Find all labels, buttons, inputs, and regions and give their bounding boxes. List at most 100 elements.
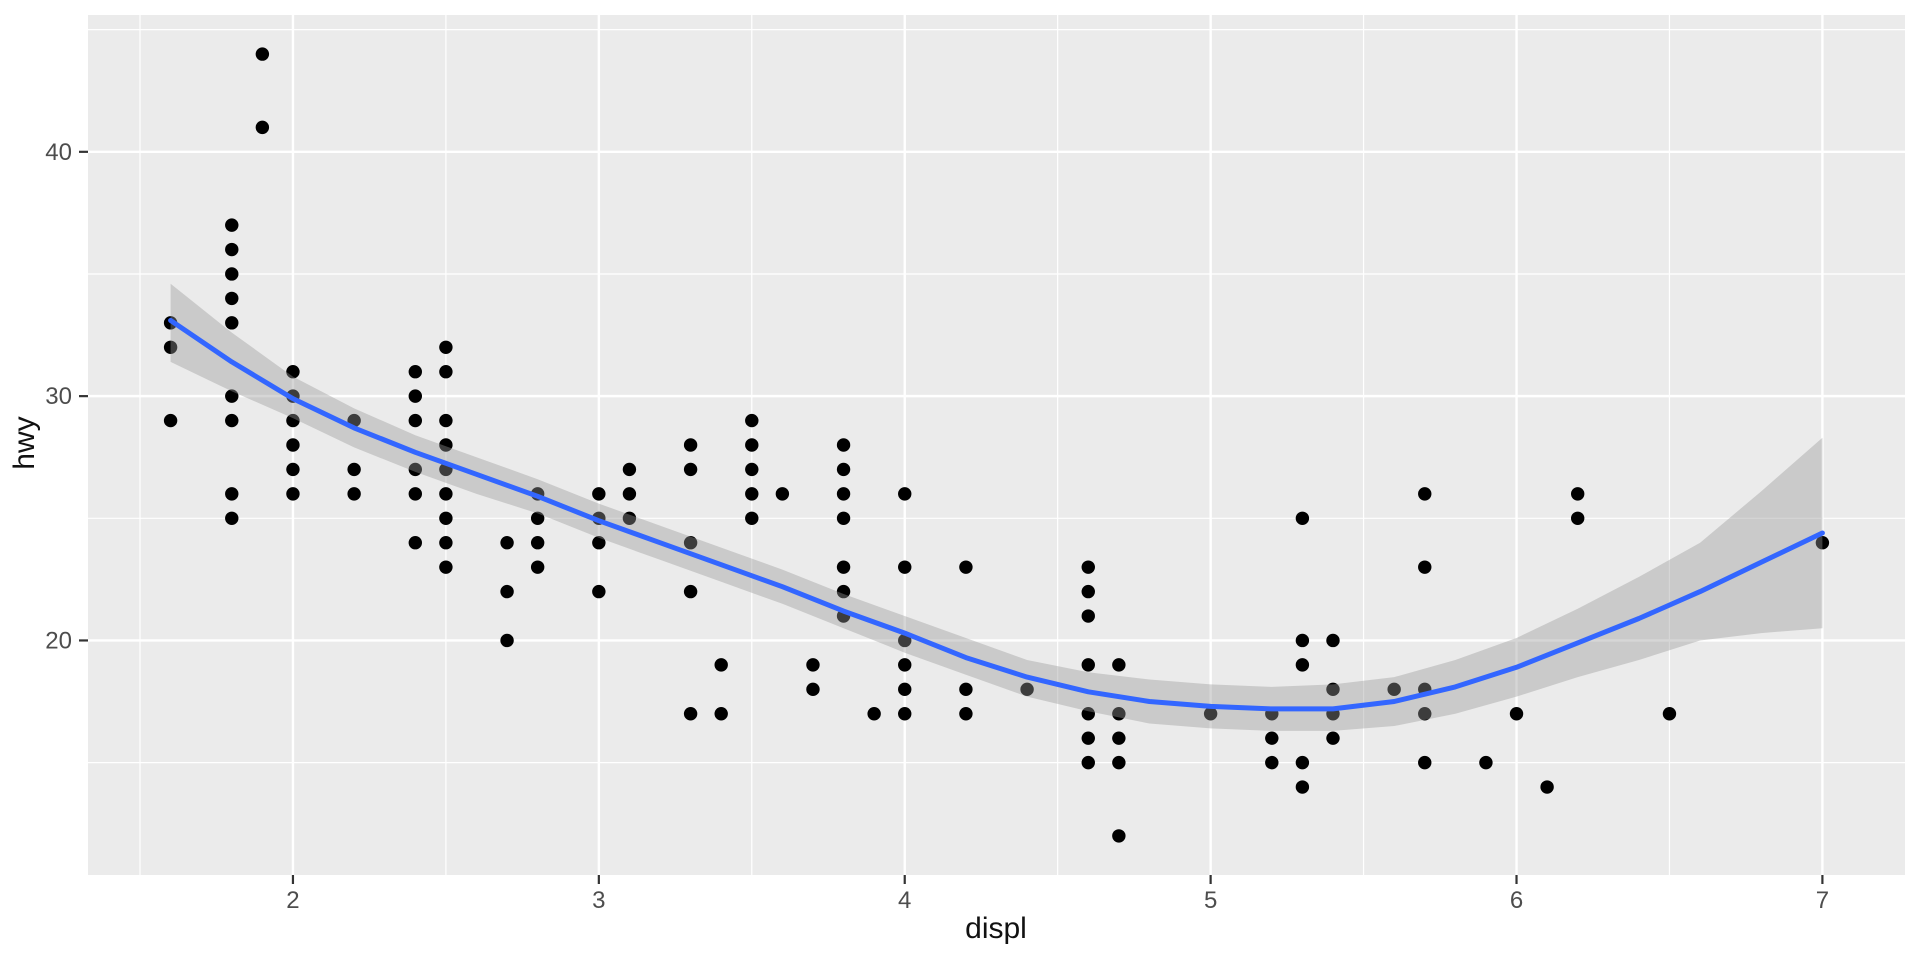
data-point <box>683 462 698 477</box>
data-point <box>836 584 851 599</box>
data-point <box>1112 829 1126 843</box>
data-point <box>867 707 881 721</box>
data-point <box>1265 755 1279 770</box>
data-point <box>1387 682 1401 697</box>
data-point <box>225 242 239 257</box>
data-point <box>286 487 300 501</box>
data-point <box>745 487 759 501</box>
data-point <box>898 658 912 672</box>
data-point <box>683 536 698 550</box>
data-point <box>1295 780 1310 794</box>
y-tick-label: 30 <box>45 383 72 410</box>
data-point <box>1081 609 1095 623</box>
x-tick-label: 6 <box>1510 887 1523 914</box>
data-point <box>1479 755 1493 770</box>
x-axis-title: displ <box>965 912 1027 945</box>
data-point <box>592 536 606 550</box>
x-tick-label: 4 <box>898 887 911 914</box>
data-point <box>1418 487 1432 501</box>
data-point <box>1112 731 1126 745</box>
data-point <box>163 340 178 354</box>
data-point <box>225 389 239 403</box>
data-point <box>1081 731 1095 745</box>
data-point <box>530 536 545 550</box>
data-point <box>439 511 453 525</box>
data-point <box>1662 707 1677 721</box>
data-point <box>530 560 545 574</box>
data-point <box>836 487 851 501</box>
data-point <box>439 365 453 379</box>
data-point <box>1326 682 1340 697</box>
data-point <box>1509 707 1524 721</box>
data-point <box>255 120 270 135</box>
data-point <box>683 438 698 452</box>
data-point <box>622 462 637 477</box>
data-point <box>1540 780 1554 794</box>
data-point <box>1265 731 1279 745</box>
data-point <box>1203 707 1218 721</box>
data-point <box>225 487 239 501</box>
data-point <box>683 707 698 721</box>
data-point <box>286 365 300 379</box>
data-point <box>286 438 300 452</box>
data-point <box>1295 511 1310 525</box>
data-point <box>1418 707 1432 721</box>
data-point <box>745 462 759 477</box>
data-point <box>622 511 637 525</box>
data-point <box>898 707 912 721</box>
data-point <box>1081 707 1095 721</box>
data-point <box>683 584 698 599</box>
data-point <box>439 560 453 574</box>
data-point <box>1081 560 1095 574</box>
data-point <box>347 462 361 477</box>
data-point <box>1295 755 1310 770</box>
data-point <box>408 413 423 428</box>
data-point <box>1081 658 1095 672</box>
x-tick-label: 5 <box>1204 887 1217 914</box>
data-point <box>1326 731 1340 745</box>
y-axis-title: hwy <box>8 416 41 469</box>
data-point <box>408 487 423 501</box>
data-point <box>806 658 820 672</box>
data-point <box>1295 658 1310 672</box>
data-point <box>1081 584 1095 599</box>
y-tick-label: 20 <box>45 627 72 654</box>
data-point <box>806 682 820 697</box>
data-point <box>408 462 423 477</box>
data-point <box>1570 487 1585 501</box>
data-point <box>408 365 423 379</box>
data-point <box>836 511 851 525</box>
data-point <box>439 536 453 550</box>
data-point <box>1295 633 1310 648</box>
data-point <box>500 584 514 599</box>
data-point <box>898 560 912 574</box>
data-point <box>347 487 361 501</box>
x-tick-label: 3 <box>592 887 605 914</box>
data-point <box>1020 682 1034 697</box>
data-point <box>286 462 300 477</box>
data-point <box>836 462 851 477</box>
data-point <box>1112 707 1126 721</box>
data-point <box>225 218 239 232</box>
data-point <box>898 487 912 501</box>
data-point <box>775 487 790 501</box>
data-point <box>714 707 728 721</box>
data-point <box>225 511 239 525</box>
data-point <box>622 487 637 501</box>
y-tick-label: 40 <box>45 139 72 166</box>
data-point <box>1112 658 1126 672</box>
data-point <box>408 536 423 550</box>
data-point <box>745 413 759 428</box>
data-point <box>1815 536 1830 550</box>
smooth-line <box>168 317 1825 712</box>
data-point <box>500 536 514 550</box>
data-point <box>592 584 606 599</box>
data-point <box>500 633 514 648</box>
data-point <box>959 682 973 697</box>
data-point <box>439 487 453 501</box>
data-point <box>286 413 300 428</box>
data-point <box>1326 633 1340 648</box>
data-point <box>1570 511 1585 525</box>
